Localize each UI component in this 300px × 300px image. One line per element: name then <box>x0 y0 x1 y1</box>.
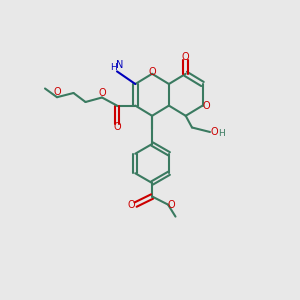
Text: O: O <box>113 122 121 132</box>
Text: O: O <box>202 100 210 111</box>
Text: O: O <box>182 52 190 62</box>
Text: O: O <box>148 67 156 77</box>
Text: O: O <box>168 200 176 210</box>
Text: O: O <box>210 127 218 137</box>
Text: N: N <box>116 60 124 70</box>
Text: H: H <box>218 129 224 138</box>
Text: O: O <box>53 87 61 98</box>
Text: O: O <box>128 200 135 210</box>
Text: H: H <box>110 63 117 72</box>
Text: O: O <box>99 88 106 98</box>
